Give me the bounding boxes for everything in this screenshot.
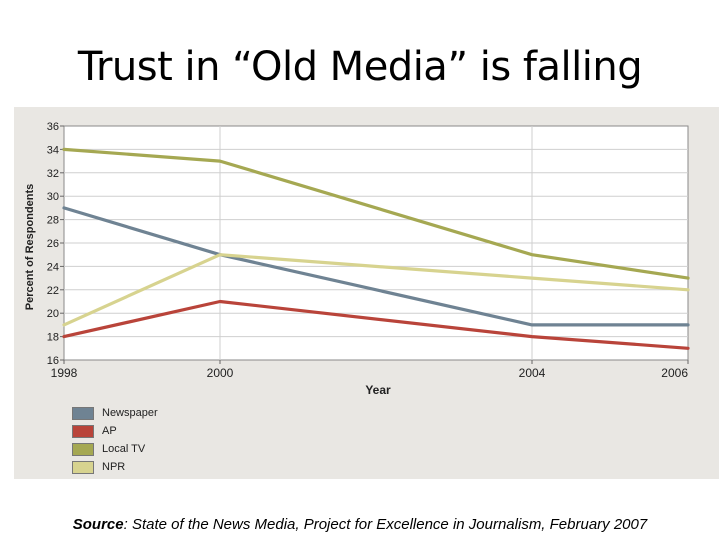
legend-label: Local TV	[102, 443, 146, 455]
legend-label: NPR	[102, 461, 126, 473]
x-axis-label: Year	[365, 383, 391, 397]
source-label: Source	[72, 516, 124, 533]
series-line-npr	[62, 253, 690, 327]
legend-item: NPR	[72, 458, 158, 476]
y-tick-label: 32	[47, 168, 59, 180]
y-tick-label: 28	[47, 215, 59, 227]
x-tick-label: 2004	[519, 366, 546, 380]
legend-swatch	[72, 460, 94, 474]
source-note: Source: State of the News Media, Project…	[0, 516, 720, 533]
series-line-newspaper	[62, 206, 690, 327]
y-tick-label: 34	[47, 144, 59, 156]
series-line-local-tv	[62, 147, 690, 280]
series-line-ap	[62, 299, 690, 350]
y-tick-label: 20	[47, 308, 59, 320]
source-text: : State of the News Media, Project for E…	[123, 516, 648, 533]
slide-title: Trust in “Old Media” is falling	[77, 44, 643, 90]
legend-item: AP	[72, 422, 158, 440]
legend-label: Newspaper	[102, 407, 158, 419]
y-tick-label: 16	[47, 355, 59, 367]
y-tick-label: 18	[47, 332, 59, 344]
chart-legend: Newspaper AP Local TV NPR	[72, 404, 158, 476]
x-tick-label: 1998	[51, 366, 78, 380]
y-tick-label: 30	[47, 191, 59, 203]
y-axis-label: Percent of Respondents	[24, 184, 36, 311]
legend-swatch	[72, 406, 94, 420]
x-tick-label: 2006	[661, 366, 688, 380]
legend-item: Local TV	[72, 440, 158, 458]
y-tick-label: 24	[47, 261, 59, 273]
x-tick-label: 2000	[207, 366, 234, 380]
legend-swatch	[72, 442, 94, 456]
y-tick-label: 22	[47, 285, 59, 297]
y-tick-label: 26	[47, 238, 59, 250]
legend-label: AP	[102, 425, 117, 437]
legend-item: Newspaper	[72, 404, 158, 422]
legend-swatch	[72, 424, 94, 438]
y-tick-label: 36	[47, 121, 59, 133]
